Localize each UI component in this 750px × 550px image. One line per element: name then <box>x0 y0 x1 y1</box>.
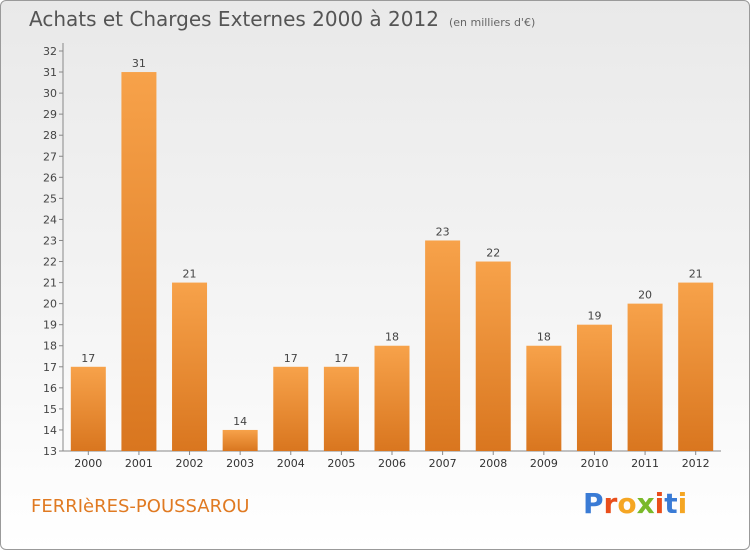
y-tick-label: 31 <box>43 66 57 79</box>
y-tick-label: 14 <box>43 424 57 437</box>
y-tick-label: 16 <box>43 382 57 395</box>
bar-2007 <box>425 240 461 451</box>
bar-2010 <box>576 324 612 451</box>
y-tick-label: 17 <box>43 361 57 374</box>
x-tick-label: 2000 <box>74 457 102 470</box>
y-tick-label: 27 <box>43 150 57 163</box>
logo-letter: r <box>603 487 618 520</box>
data-label-2004: 17 <box>284 352 298 365</box>
y-tick-label: 32 <box>43 45 57 58</box>
y-tick-label: 13 <box>43 445 57 458</box>
y-tick-label: 20 <box>43 298 57 311</box>
bars <box>70 72 714 451</box>
logo-letter: t <box>664 487 678 520</box>
x-tick-label: 2012 <box>682 457 710 470</box>
axes: 13 14 15 16 17 18 19 20 21 22 23 24 25 26 27 28 29 30 31 32… <box>43 43 721 470</box>
bar-2001 <box>121 72 157 451</box>
y-tick-label: 22 <box>43 256 57 269</box>
y-tick-label: 30 <box>43 87 57 100</box>
bar-2004 <box>273 366 309 451</box>
x-tick-label: 2005 <box>327 457 355 470</box>
bar-2003 <box>222 429 258 451</box>
bar-2006 <box>374 345 410 451</box>
bar-2000 <box>70 366 106 451</box>
bar-2012 <box>678 282 714 451</box>
logo-letter: i <box>654 487 665 520</box>
y-tick-label: 24 <box>43 213 57 226</box>
y-tick-label: 21 <box>43 277 57 290</box>
data-label-2008: 22 <box>486 247 500 260</box>
data-label-2010: 19 <box>587 310 601 323</box>
data-label-2003: 14 <box>233 415 247 428</box>
y-tick-label: 15 <box>43 403 57 416</box>
x-tick-label: 2009 <box>530 457 558 470</box>
y-tick-label: 26 <box>43 171 57 184</box>
x-tick-label: 2008 <box>479 457 507 470</box>
bar-2005 <box>323 366 359 451</box>
x-tick-label: 2004 <box>277 457 305 470</box>
bar-2011 <box>627 303 663 451</box>
data-label-2002: 21 <box>183 268 197 281</box>
x-tick-label: 2003 <box>226 457 254 470</box>
bar-2002 <box>172 282 208 451</box>
x-tick-label: 2001 <box>125 457 153 470</box>
x-tick-label: 2007 <box>429 457 457 470</box>
bar-2008 <box>475 261 511 451</box>
y-tick-label: 23 <box>43 234 57 247</box>
x-tick-label: 2006 <box>378 457 406 470</box>
logo-letter: P <box>583 487 604 520</box>
data-label-2011: 20 <box>638 289 652 302</box>
y-tick-label: 25 <box>43 192 57 205</box>
data-label-2009: 18 <box>537 331 551 344</box>
logo-letter: o <box>617 487 637 520</box>
logo-letter: i <box>677 487 688 520</box>
data-label-2007: 23 <box>436 225 450 238</box>
data-label-2001: 31 <box>132 57 146 70</box>
chart-title: Achats et Charges Externes 2000 à 2012 (e… <box>29 7 536 31</box>
bar-2009 <box>526 345 562 451</box>
x-tick-label: 2002 <box>176 457 204 470</box>
chart-subtitle: (en milliers d'€) <box>448 16 536 29</box>
bar-chart: 13 14 15 16 17 18 19 20 21 22 23 24 25 26 27 28 29 30 31 32… <box>43 43 721 470</box>
data-label-2000: 17 <box>81 352 95 365</box>
proxiti-logo: Proxiti <box>583 487 687 520</box>
x-tick-label: 2010 <box>580 457 608 470</box>
y-tick-label: 28 <box>43 129 57 142</box>
data-label-2005: 17 <box>334 352 348 365</box>
x-tick-label: 2011 <box>631 457 659 470</box>
data-label-2012: 21 <box>689 268 703 281</box>
y-tick-label: 29 <box>43 108 57 121</box>
y-tick-label: 18 <box>43 340 57 353</box>
y-tick-label: 19 <box>43 319 57 332</box>
commune-name: FERRIèRES-POUSSAROU <box>31 496 250 517</box>
logo-letter: x <box>636 487 655 520</box>
data-labels: 17 31 21 14 17 17 18 23 22 18 19 20 21 <box>81 57 702 428</box>
data-label-2006: 18 <box>385 331 399 344</box>
